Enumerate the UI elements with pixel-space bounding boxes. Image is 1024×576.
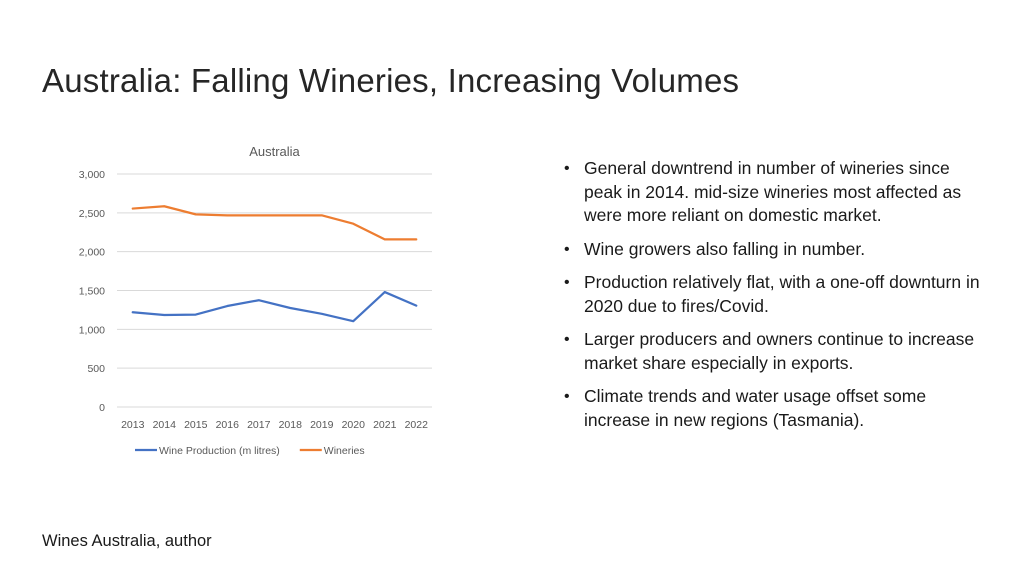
bullet-icon: • [564,240,570,258]
line-chart: Australia 0 500 1,000 1,500 2,000 2,500 3,000 20… [62,138,452,468]
bullet-item: • Wine growers also falling in number. [562,238,982,262]
bullet-text: Climate trends and water usage offset so… [584,386,927,430]
bullet-text: Wine growers also falling in number. [584,238,866,259]
x-tick-label: 2016 [216,419,240,431]
bullet-text: General downtrend in number of wineries … [584,158,962,225]
bullet-icon: • [564,160,570,177]
x-tick-label: 2015 [184,419,208,431]
bullet-text: Production relatively flat, with a one-o… [584,272,980,316]
bullet-icon: • [564,388,570,405]
y-tick-label: 2,500 [79,208,105,220]
y-tick-label: 3,000 [79,169,105,181]
x-tick-label: 2018 [279,419,303,431]
y-tick-label: 1,000 [79,324,105,336]
legend-label: Wineries [324,445,365,457]
bullet-text: Larger producers and owners continue to … [584,329,975,373]
x-tick-label: 2013 [121,419,145,431]
series-line [131,290,418,323]
y-tick-label: 1,500 [79,286,105,298]
y-tick-label: 500 [87,363,105,375]
bullet-icon: • [564,274,570,291]
source-citation: Wines Australia, author [42,532,212,550]
chart-title: Australia [249,144,300,159]
y-tick-label: 0 [99,402,105,414]
x-tick-label: 2021 [373,419,397,431]
x-tick-label: 2017 [247,419,271,431]
bullet-icon: • [564,331,570,348]
bullet-item: • Production relatively flat, with a one-… [562,271,982,318]
slide-title: Australia: Falling Wineries, Increasing … [42,62,740,99]
bullet-item: • Larger producers and owners continue to… [562,328,982,375]
legend-label: Wine Production (m litres) [159,445,280,457]
bullet-list: • General downtrend in number of wineries… [562,157,982,442]
y-tick-label: 2,000 [79,247,105,259]
x-tick-label: 2022 [405,419,429,431]
series-line [131,205,418,241]
x-tick-label: 2019 [310,419,334,431]
bullet-item: • General downtrend in number of wineries… [562,157,982,228]
x-tick-label: 2014 [153,419,177,431]
bullet-item: • Climate trends and water usage offset s… [562,385,982,432]
x-tick-label: 2020 [342,419,366,431]
chart-svg: Australia 0 500 1,000 1,500 2,000 2,500 3,000 20… [79,144,432,457]
